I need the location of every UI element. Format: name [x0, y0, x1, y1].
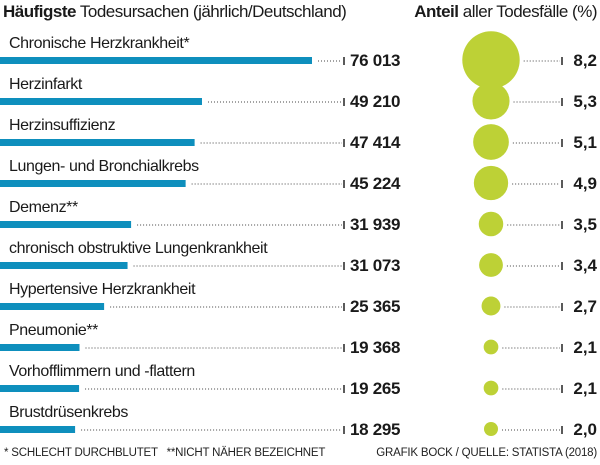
- share-label: 5,1: [573, 133, 597, 152]
- value-label: 31 939: [350, 215, 401, 234]
- right-header-bold: Anteil: [414, 2, 459, 21]
- share-label: 8,2: [573, 51, 597, 70]
- value-label: 49 210: [350, 92, 401, 111]
- share-bubble: [479, 253, 503, 277]
- category-label: Herzinsuffizienz: [9, 117, 116, 134]
- bar: [0, 57, 312, 64]
- value-label: 19 368: [350, 338, 401, 357]
- source: GRAFIK BOCK / QUELLE: STATISTA (2018): [376, 447, 597, 459]
- share-label: 5,3: [573, 92, 597, 111]
- category-label: Vorhofflimmern und -flattern: [9, 363, 195, 380]
- category-label: Herzinfarkt: [9, 76, 82, 93]
- left-header-bold: Häufigste: [3, 2, 76, 21]
- share-bubble: [484, 422, 498, 436]
- bar: [0, 426, 76, 433]
- bar: [0, 180, 186, 187]
- left-header-rest: Todesursachen (jährlich/Deutschland): [79, 2, 347, 21]
- share-bubble: [478, 211, 504, 237]
- share-bubble: [483, 380, 499, 396]
- share-label: 4,9: [573, 174, 597, 193]
- left-header: Häufigste Todesursachen (jährlich/Deutsc…: [3, 2, 347, 22]
- share-bubble: [483, 339, 499, 355]
- share-label: 2,1: [573, 379, 597, 398]
- bar: [0, 262, 128, 269]
- footnote: * SCHLECHT DURCHBLUTET **NICHT NÄHER BEZ…: [4, 447, 326, 459]
- share-bubble: [472, 82, 510, 120]
- category-label: chronisch obstruktive Lungenkrankheit: [9, 240, 268, 257]
- value-label: 18 295: [350, 420, 401, 439]
- bar: [0, 139, 195, 146]
- value-label: 25 365: [350, 297, 401, 316]
- value-label: 19 265: [350, 379, 401, 398]
- category-label: Hypertensive Herzkrankheit: [9, 281, 196, 298]
- category-label: Pneumonie**: [9, 322, 98, 339]
- share-label: 2,1: [573, 338, 597, 357]
- category-label: Brustdrüsenkrebs: [9, 404, 128, 421]
- right-header-rest: aller Todesfälle (%): [462, 2, 598, 21]
- share-bubble: [462, 31, 520, 89]
- right-header: Anteil aller Todesfälle (%): [414, 2, 597, 22]
- bar: [0, 344, 80, 351]
- value-label: 76 013: [350, 51, 401, 70]
- share-bubble: [473, 124, 509, 160]
- share-bubble: [481, 296, 501, 316]
- bar: [0, 303, 105, 310]
- category-label: Demenz**: [9, 199, 78, 216]
- value-label: 31 073: [350, 256, 401, 275]
- value-label: 47 414: [350, 133, 401, 152]
- share-label: 3,4: [573, 256, 597, 275]
- bar: [0, 385, 80, 392]
- share-label: 2,7: [573, 297, 597, 316]
- share-bubble: [473, 165, 509, 201]
- category-label: Chronische Herzkrankheit*: [9, 35, 190, 52]
- category-label: Lungen- und Bronchialkrebs: [9, 158, 199, 175]
- share-label: 2,0: [573, 420, 597, 439]
- bar: [0, 221, 132, 228]
- value-label: 45 224: [350, 174, 401, 193]
- bar: [0, 98, 202, 105]
- share-label: 3,5: [573, 215, 597, 234]
